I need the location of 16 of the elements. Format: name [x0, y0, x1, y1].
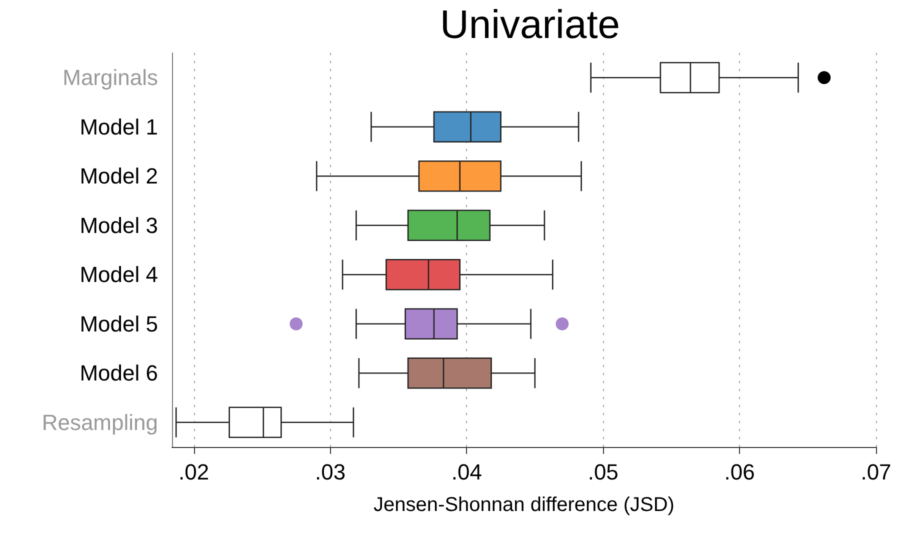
y-tick-label: Model 6	[80, 360, 158, 386]
y-tick-label: Model 2	[80, 164, 158, 189]
x-tick-label: .03	[314, 460, 346, 484]
chart-title: Univariate	[440, 3, 620, 47]
y-tick-label: Marginals	[62, 65, 158, 90]
y-tick-label: Resampling	[42, 410, 158, 435]
x-axis-title: Jensen-Shonnan difference (JSD)	[374, 494, 674, 516]
x-tick-label: .02	[178, 460, 210, 484]
y-tick-label: Model 1	[80, 114, 158, 140]
x-tick-label: .07	[860, 460, 892, 484]
x-tick-label: .04	[451, 460, 482, 484]
y-tick-label: Model 4	[80, 262, 158, 288]
x-tick-label: .06	[724, 460, 755, 484]
y-tick-label: Model 5	[80, 311, 158, 336]
y-tick-label: Model 3	[80, 212, 158, 238]
x-tick-label: .05	[588, 460, 618, 484]
